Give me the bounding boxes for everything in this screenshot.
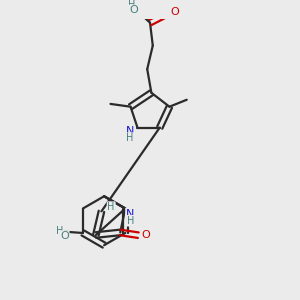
Text: H: H — [56, 226, 64, 236]
Text: N: N — [125, 126, 134, 136]
Text: H: H — [126, 133, 134, 143]
Text: N: N — [126, 208, 134, 218]
Text: O: O — [130, 5, 139, 16]
Text: O: O — [142, 230, 151, 240]
Text: H: H — [107, 202, 115, 212]
Text: H: H — [127, 216, 134, 226]
Text: O: O — [60, 231, 69, 241]
Text: O: O — [171, 8, 179, 17]
Text: H: H — [128, 1, 135, 10]
